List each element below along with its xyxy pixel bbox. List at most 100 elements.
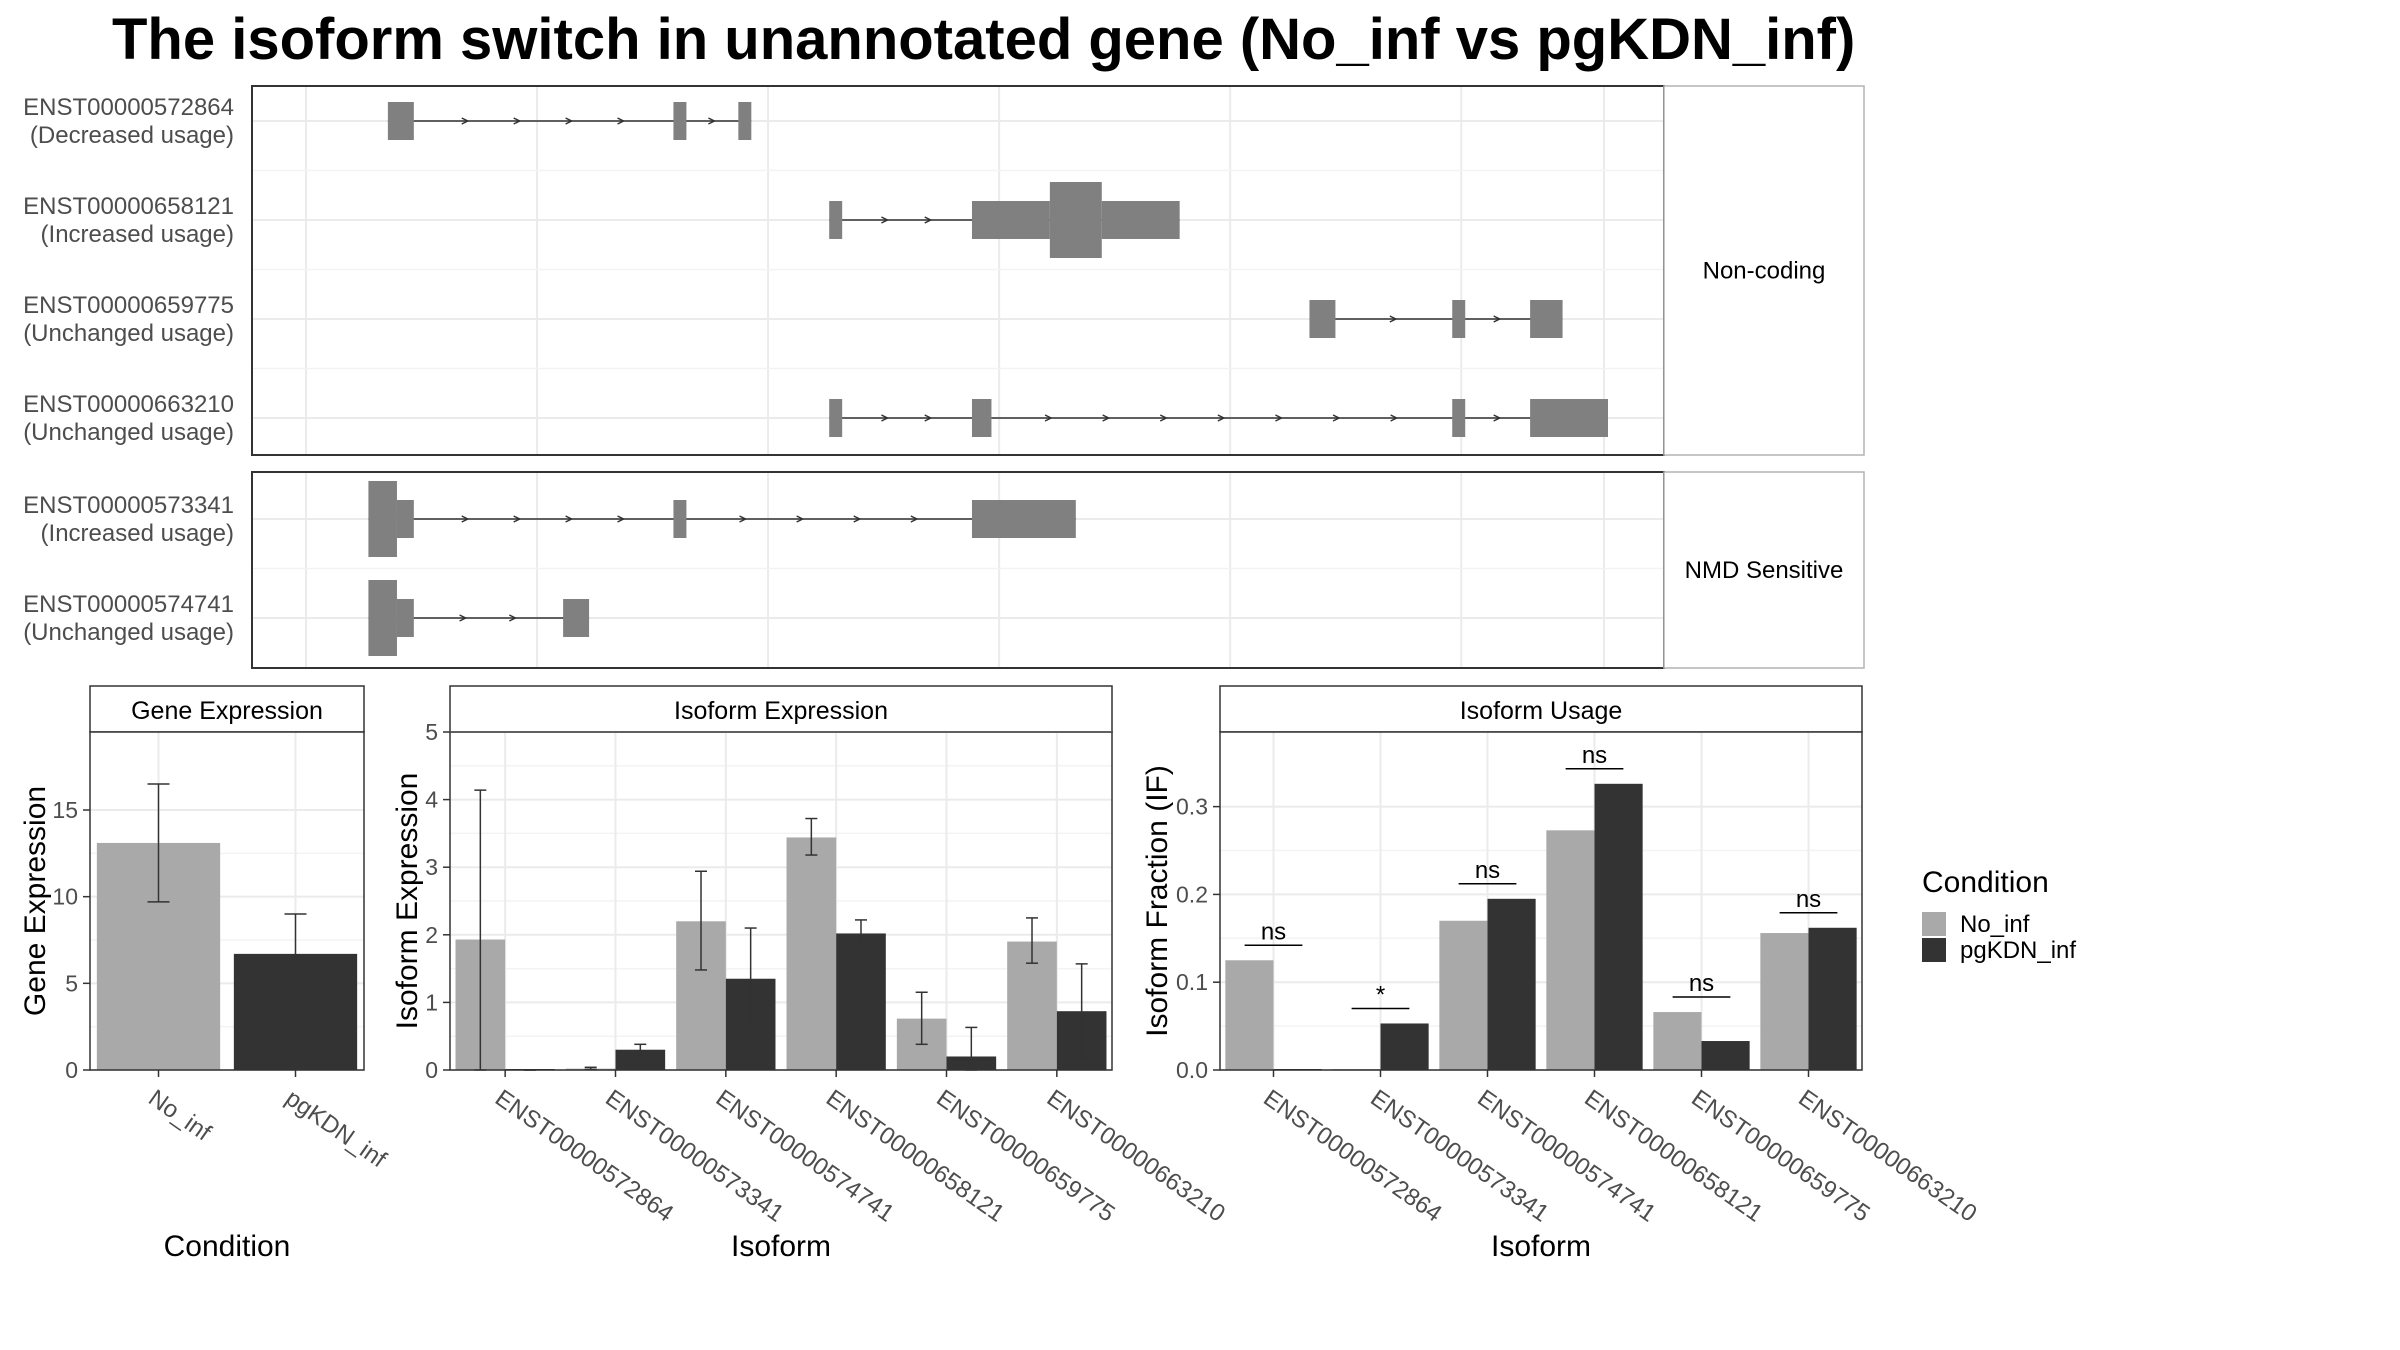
intron-arrow [881, 216, 890, 224]
y-tick-label: 1 [425, 989, 438, 1015]
panel-border [449, 731, 1113, 1071]
utr-exon [1452, 300, 1466, 338]
legend-swatch [1922, 912, 1946, 936]
intron-arrow [459, 614, 468, 622]
intron-arrow [513, 515, 522, 523]
chart-title: The isoform switch in unannotated gene (… [112, 7, 1856, 72]
panel-strip [89, 685, 365, 733]
bar [1380, 1023, 1429, 1070]
facet-strip [1663, 471, 1865, 669]
intron-arrow [565, 117, 574, 125]
utr-exon [971, 399, 992, 437]
intron-arrow [739, 515, 748, 523]
y-tick-label: 2 [425, 922, 438, 948]
y-axis-title: Isoform Fraction (IF) [1141, 765, 1174, 1037]
intron-arrow [910, 515, 919, 523]
facet-strip [1663, 85, 1865, 456]
panel-border [1219, 731, 1863, 1071]
y-tick-label: 0 [65, 1057, 78, 1083]
intron-arrow [708, 117, 717, 125]
utr-exon [387, 102, 414, 140]
x-tick-label: ENST00000658121 [1579, 1085, 1767, 1228]
intron-arrow [1044, 414, 1053, 422]
transcript-usage: (Increased usage) [41, 520, 234, 547]
y-tick-label: 3 [425, 854, 438, 880]
x-axis-title: Condition [164, 1230, 291, 1263]
plot-area [1220, 732, 1862, 1070]
x-tick-label: ENST00000574741 [1472, 1085, 1660, 1228]
x-tick-label: ENST00000663210 [1042, 1085, 1230, 1228]
intron-arrow [1390, 414, 1399, 422]
cds-exon [368, 481, 397, 557]
intron-arrow [565, 515, 574, 523]
intron-arrow [461, 117, 470, 125]
bar [1653, 1012, 1702, 1070]
transcript-usage: (Unchanged usage) [23, 619, 234, 646]
significance-label: ns [1582, 742, 1607, 769]
x-axis-title: Isoform [1491, 1230, 1591, 1263]
panel-title: Isoform Usage [1460, 697, 1623, 725]
legend-label: pgKDN_inf [1960, 937, 2076, 964]
panel-title: Gene Expression [131, 697, 323, 725]
intron-arrow [1159, 414, 1168, 422]
utr-exon [1452, 399, 1466, 437]
x-tick-label: ENST00000573341 [1365, 1085, 1553, 1228]
intron-arrow [1493, 414, 1502, 422]
intron-arrow [924, 216, 933, 224]
x-tick-label: ENST00000663210 [1793, 1085, 1981, 1228]
bar [1760, 933, 1809, 1070]
legend-swatch [1922, 938, 1946, 962]
intron-arrow [1332, 414, 1341, 422]
transcript-usage: (Unchanged usage) [23, 419, 234, 446]
intron-arrow [796, 515, 805, 523]
bar [1487, 898, 1536, 1070]
intron-arrow [461, 515, 470, 523]
intron-arrow [924, 414, 933, 422]
utr-exon [829, 201, 843, 239]
significance-label: ns [1475, 857, 1500, 884]
y-tick-label: 0.0 [1176, 1057, 1208, 1083]
y-tick-label: 0.3 [1176, 794, 1208, 820]
transcript-name: ENST00000663210 [23, 391, 234, 418]
utr-exon [1530, 399, 1608, 437]
y-tick-label: 0.1 [1176, 969, 1208, 995]
y-tick-label: 0 [425, 1057, 438, 1083]
panel-strip [449, 685, 1113, 733]
x-tick-label: ENST00000572864 [490, 1085, 678, 1228]
significance-label: ns [1261, 918, 1286, 945]
y-tick-label: 5 [65, 970, 78, 996]
transcript-usage: (Increased usage) [41, 221, 234, 248]
legend-label: No_inf [1960, 911, 2030, 938]
y-tick-label: 5 [425, 719, 438, 745]
intron-arrow [1217, 414, 1226, 422]
structure-panel [251, 85, 1665, 456]
transcript-name: ENST00000573341 [23, 492, 234, 519]
utr-exon [396, 500, 414, 538]
utr-exon [1530, 300, 1563, 338]
transcript-name: ENST00000574741 [23, 591, 234, 618]
utr-exon [971, 201, 1050, 239]
y-tick-label: 10 [52, 884, 78, 910]
y-axis-title: Isoform Expression [391, 773, 424, 1030]
legend-title: Condition [1922, 866, 2049, 899]
facet-label: NMD Sensitive [1685, 557, 1844, 584]
bar [1546, 830, 1595, 1070]
intron-arrow [1493, 315, 1502, 323]
bar [1701, 1041, 1750, 1070]
intron-arrow [1275, 414, 1284, 422]
utr-exon [673, 102, 687, 140]
cds-exon [1049, 182, 1102, 258]
utr-exon [673, 500, 687, 538]
transcript-name: ENST00000658121 [23, 193, 234, 220]
x-axis-title: Isoform [731, 1230, 831, 1263]
structure-panel [251, 471, 1665, 669]
facet-label: Non-coding [1703, 258, 1826, 285]
x-tick-label: ENST00000573341 [600, 1085, 788, 1228]
transcript-name: ENST00000659775 [23, 292, 234, 319]
significance-label: ns [1689, 970, 1714, 997]
bar [1594, 783, 1643, 1070]
transcript-name: ENST00000572864 [23, 94, 234, 121]
bar [1439, 920, 1488, 1070]
panel-border [89, 731, 365, 1071]
